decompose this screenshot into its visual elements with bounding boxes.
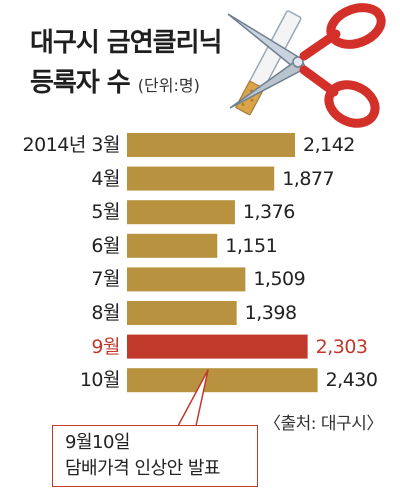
category-label: 7월 bbox=[91, 268, 120, 291]
category-label: 5월 bbox=[91, 201, 120, 224]
category-label: 9월 bbox=[91, 335, 120, 358]
value-label: 2,430 bbox=[325, 369, 378, 392]
category-label: 8월 bbox=[91, 302, 120, 324]
category-label: 10월 bbox=[79, 369, 121, 392]
category-label: 6월 bbox=[91, 234, 120, 257]
bar-2 bbox=[127, 166, 275, 191]
value-label: 1,877 bbox=[282, 167, 335, 190]
value-label: 1,509 bbox=[253, 268, 306, 291]
unit-label: (단위:명) bbox=[137, 76, 200, 95]
bar-5 bbox=[127, 267, 246, 292]
value-label: 1,398 bbox=[244, 302, 297, 324]
bar-6 bbox=[127, 301, 237, 325]
scissors-cigarette-illustration bbox=[227, 3, 386, 128]
bar-7 bbox=[127, 334, 308, 359]
value-label: 1,376 bbox=[242, 201, 295, 224]
chart-title: 대구시 금연클리닉 bbox=[30, 28, 222, 58]
value-label: 1,151 bbox=[225, 234, 278, 257]
chart-title-line2: 등록자 수 (단위:명) bbox=[30, 68, 200, 98]
bar-1 bbox=[127, 133, 295, 157]
annotation-line2: 담배가격 인상안 발표 bbox=[65, 458, 220, 479]
value-label: 2,303 bbox=[315, 335, 368, 358]
source-note: 〈출처: 대구시〉 bbox=[264, 414, 383, 434]
category-label: 4월 bbox=[91, 167, 120, 190]
annotation-callout: 9월10일 담배가격 인상안 발표 bbox=[52, 425, 258, 487]
annotation-line1: 9월10일 bbox=[65, 432, 130, 453]
bar-3 bbox=[127, 200, 235, 225]
bar-4 bbox=[127, 233, 218, 258]
bar-8 bbox=[127, 368, 318, 393]
category-label: 2014년 3월 bbox=[22, 134, 121, 156]
value-label: 2,142 bbox=[303, 134, 355, 156]
